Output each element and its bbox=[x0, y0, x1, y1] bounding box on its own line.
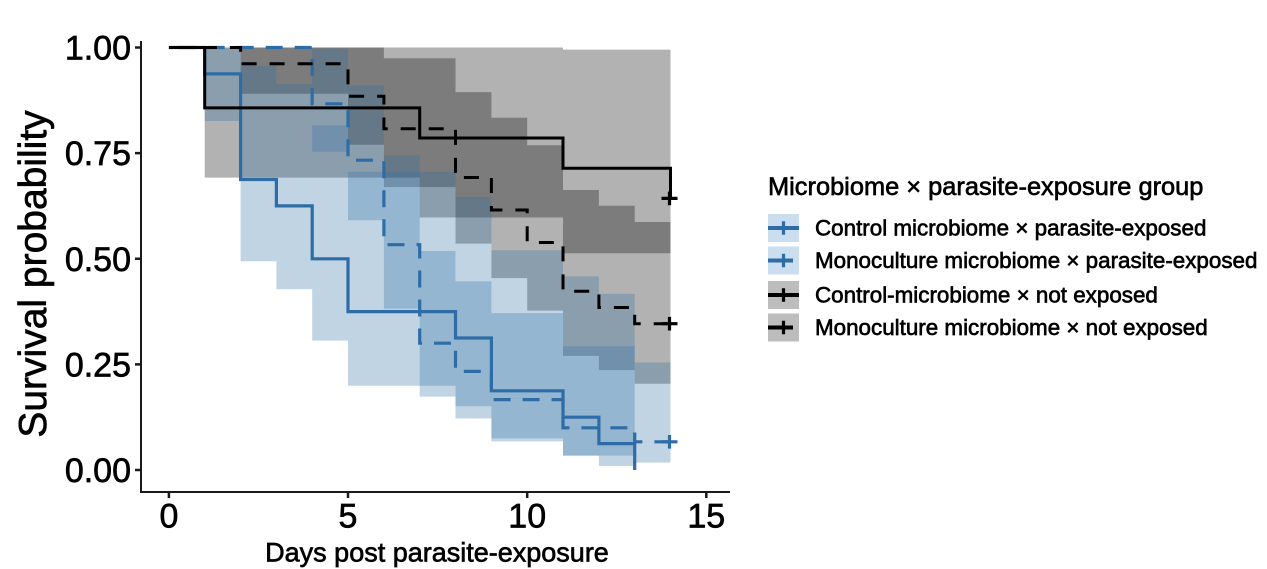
svg-text:Control microbiome × parasite-: Control microbiome × parasite-exposed bbox=[815, 216, 1206, 241]
svg-text:1.00: 1.00 bbox=[65, 30, 131, 68]
svg-text:5: 5 bbox=[339, 498, 358, 536]
svg-text:Survival probability: Survival probability bbox=[12, 110, 55, 438]
svg-text:0.50: 0.50 bbox=[65, 241, 131, 279]
svg-text:Monoculture microbiome × not e: Monoculture microbiome × not exposed bbox=[815, 315, 1208, 340]
svg-text:Days post parasite-exposure: Days post parasite-exposure bbox=[265, 538, 609, 568]
svg-text:0.25: 0.25 bbox=[65, 346, 131, 384]
svg-text:Control-microbiome × not expos: Control-microbiome × not exposed bbox=[815, 283, 1158, 308]
svg-text:15: 15 bbox=[687, 498, 725, 536]
svg-text:Microbiome × parasite-exposure: Microbiome × parasite-exposure group bbox=[768, 173, 1203, 201]
svg-text:10: 10 bbox=[508, 498, 546, 536]
svg-text:0.75: 0.75 bbox=[65, 135, 131, 173]
svg-text:0.00: 0.00 bbox=[65, 452, 131, 490]
svg-text:Monoculture microbiome × paras: Monoculture microbiome × parasite-expose… bbox=[815, 248, 1257, 273]
svg-text:0: 0 bbox=[159, 498, 178, 536]
